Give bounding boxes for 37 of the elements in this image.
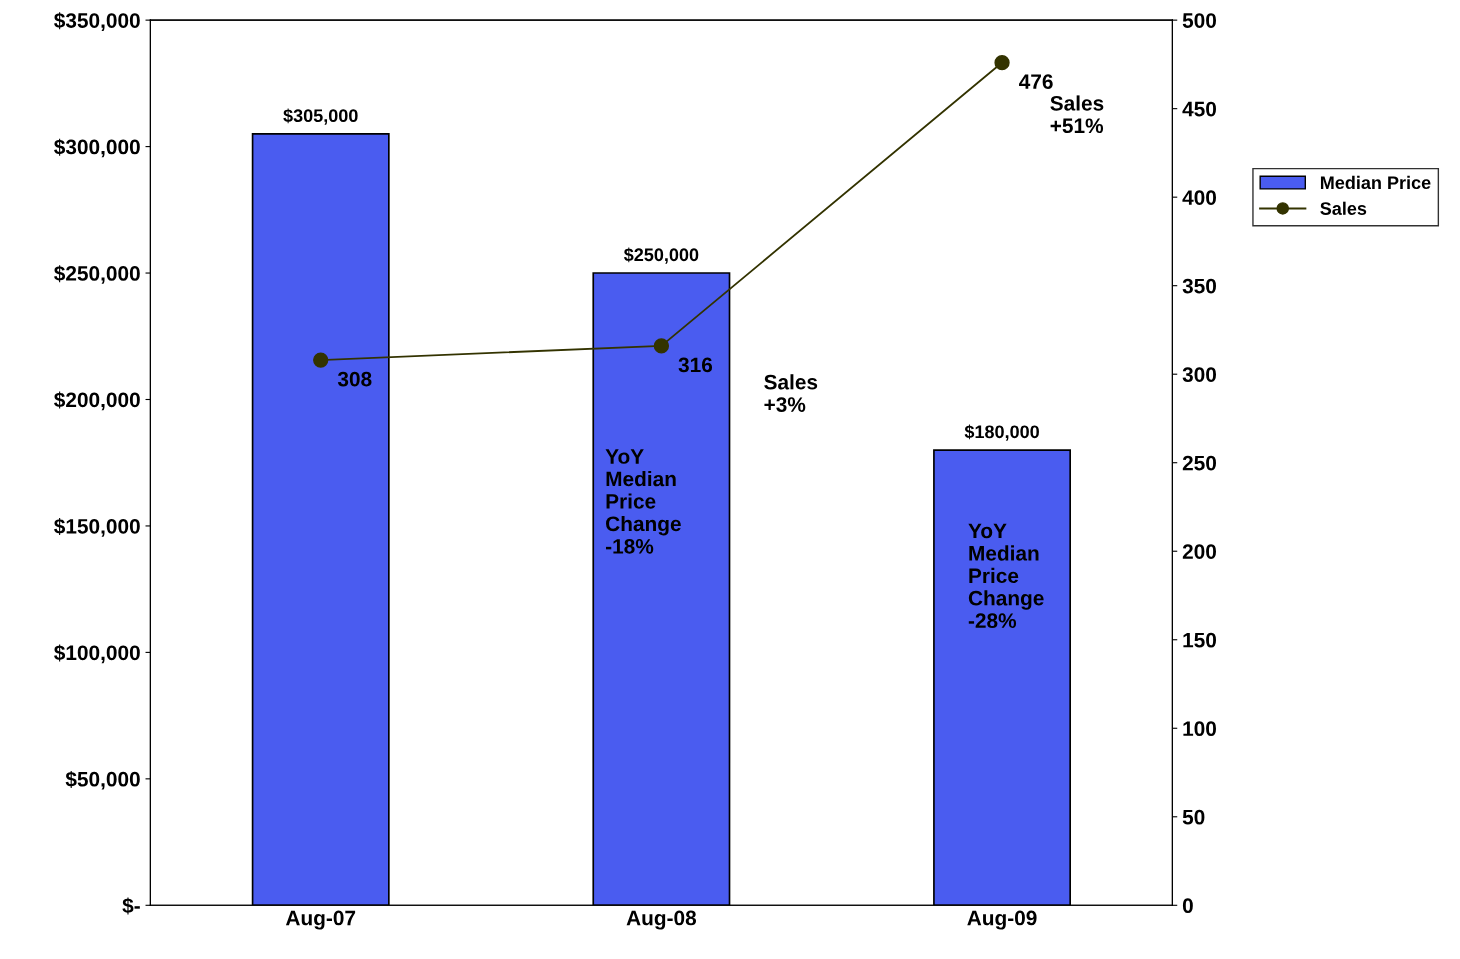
y2-tick-label: 50 [1182,809,1205,825]
annotation: YoY Median Price Change -28% [968,523,1044,629]
x-tick-label: Aug-07 [285,910,356,930]
x-tick-label: Aug-08 [626,910,697,930]
x-tick-label: Aug-09 [967,910,1037,930]
annotation: YoY Median Price Change -18% [605,449,681,554]
point [653,338,670,354]
y2-tick-label: 150 [1183,632,1217,648]
y2-tick-label: 400 [1182,190,1217,205]
data-label: $180,000 [964,424,1039,441]
data-label: 316 [678,357,713,373]
y2-tick-label: 250 [1182,455,1217,471]
y2-tick-label: 450 [1182,101,1217,117]
annotation: Sales +3% [764,374,818,412]
annotation: Sales +51% [1050,95,1104,134]
y-tick-label: $350,000 [54,12,140,31]
y2-tick-label: 500 [1182,13,1217,28]
data-label: 308 [337,371,372,387]
data-label: $250,000 [623,247,699,264]
point [994,54,1010,71]
y-tick-label: $200,000 [54,391,140,411]
y2-tick-label: 300 [1182,367,1217,382]
y-tick-label: $50,000 [65,770,140,790]
data-label: $305,000 [283,108,358,125]
y2-tick-label: 350 [1182,278,1217,294]
y2-tick-label: 200 [1182,544,1217,559]
legend-label: Median Price [1320,175,1431,190]
y-tick-label: $- [122,897,140,915]
legend-label: Sales [1320,201,1367,215]
y-tick-label: $250,000 [54,265,140,284]
y-tick-label: $100,000 [54,644,140,664]
y-tick-label: $300,000 [54,138,140,158]
data-label: 476 [1019,74,1053,90]
y2-tick-label: 0 [1182,898,1193,914]
y2-tick-label: 100 [1183,721,1217,737]
point [313,352,329,368]
y-tick-label: $150,000 [54,518,140,537]
